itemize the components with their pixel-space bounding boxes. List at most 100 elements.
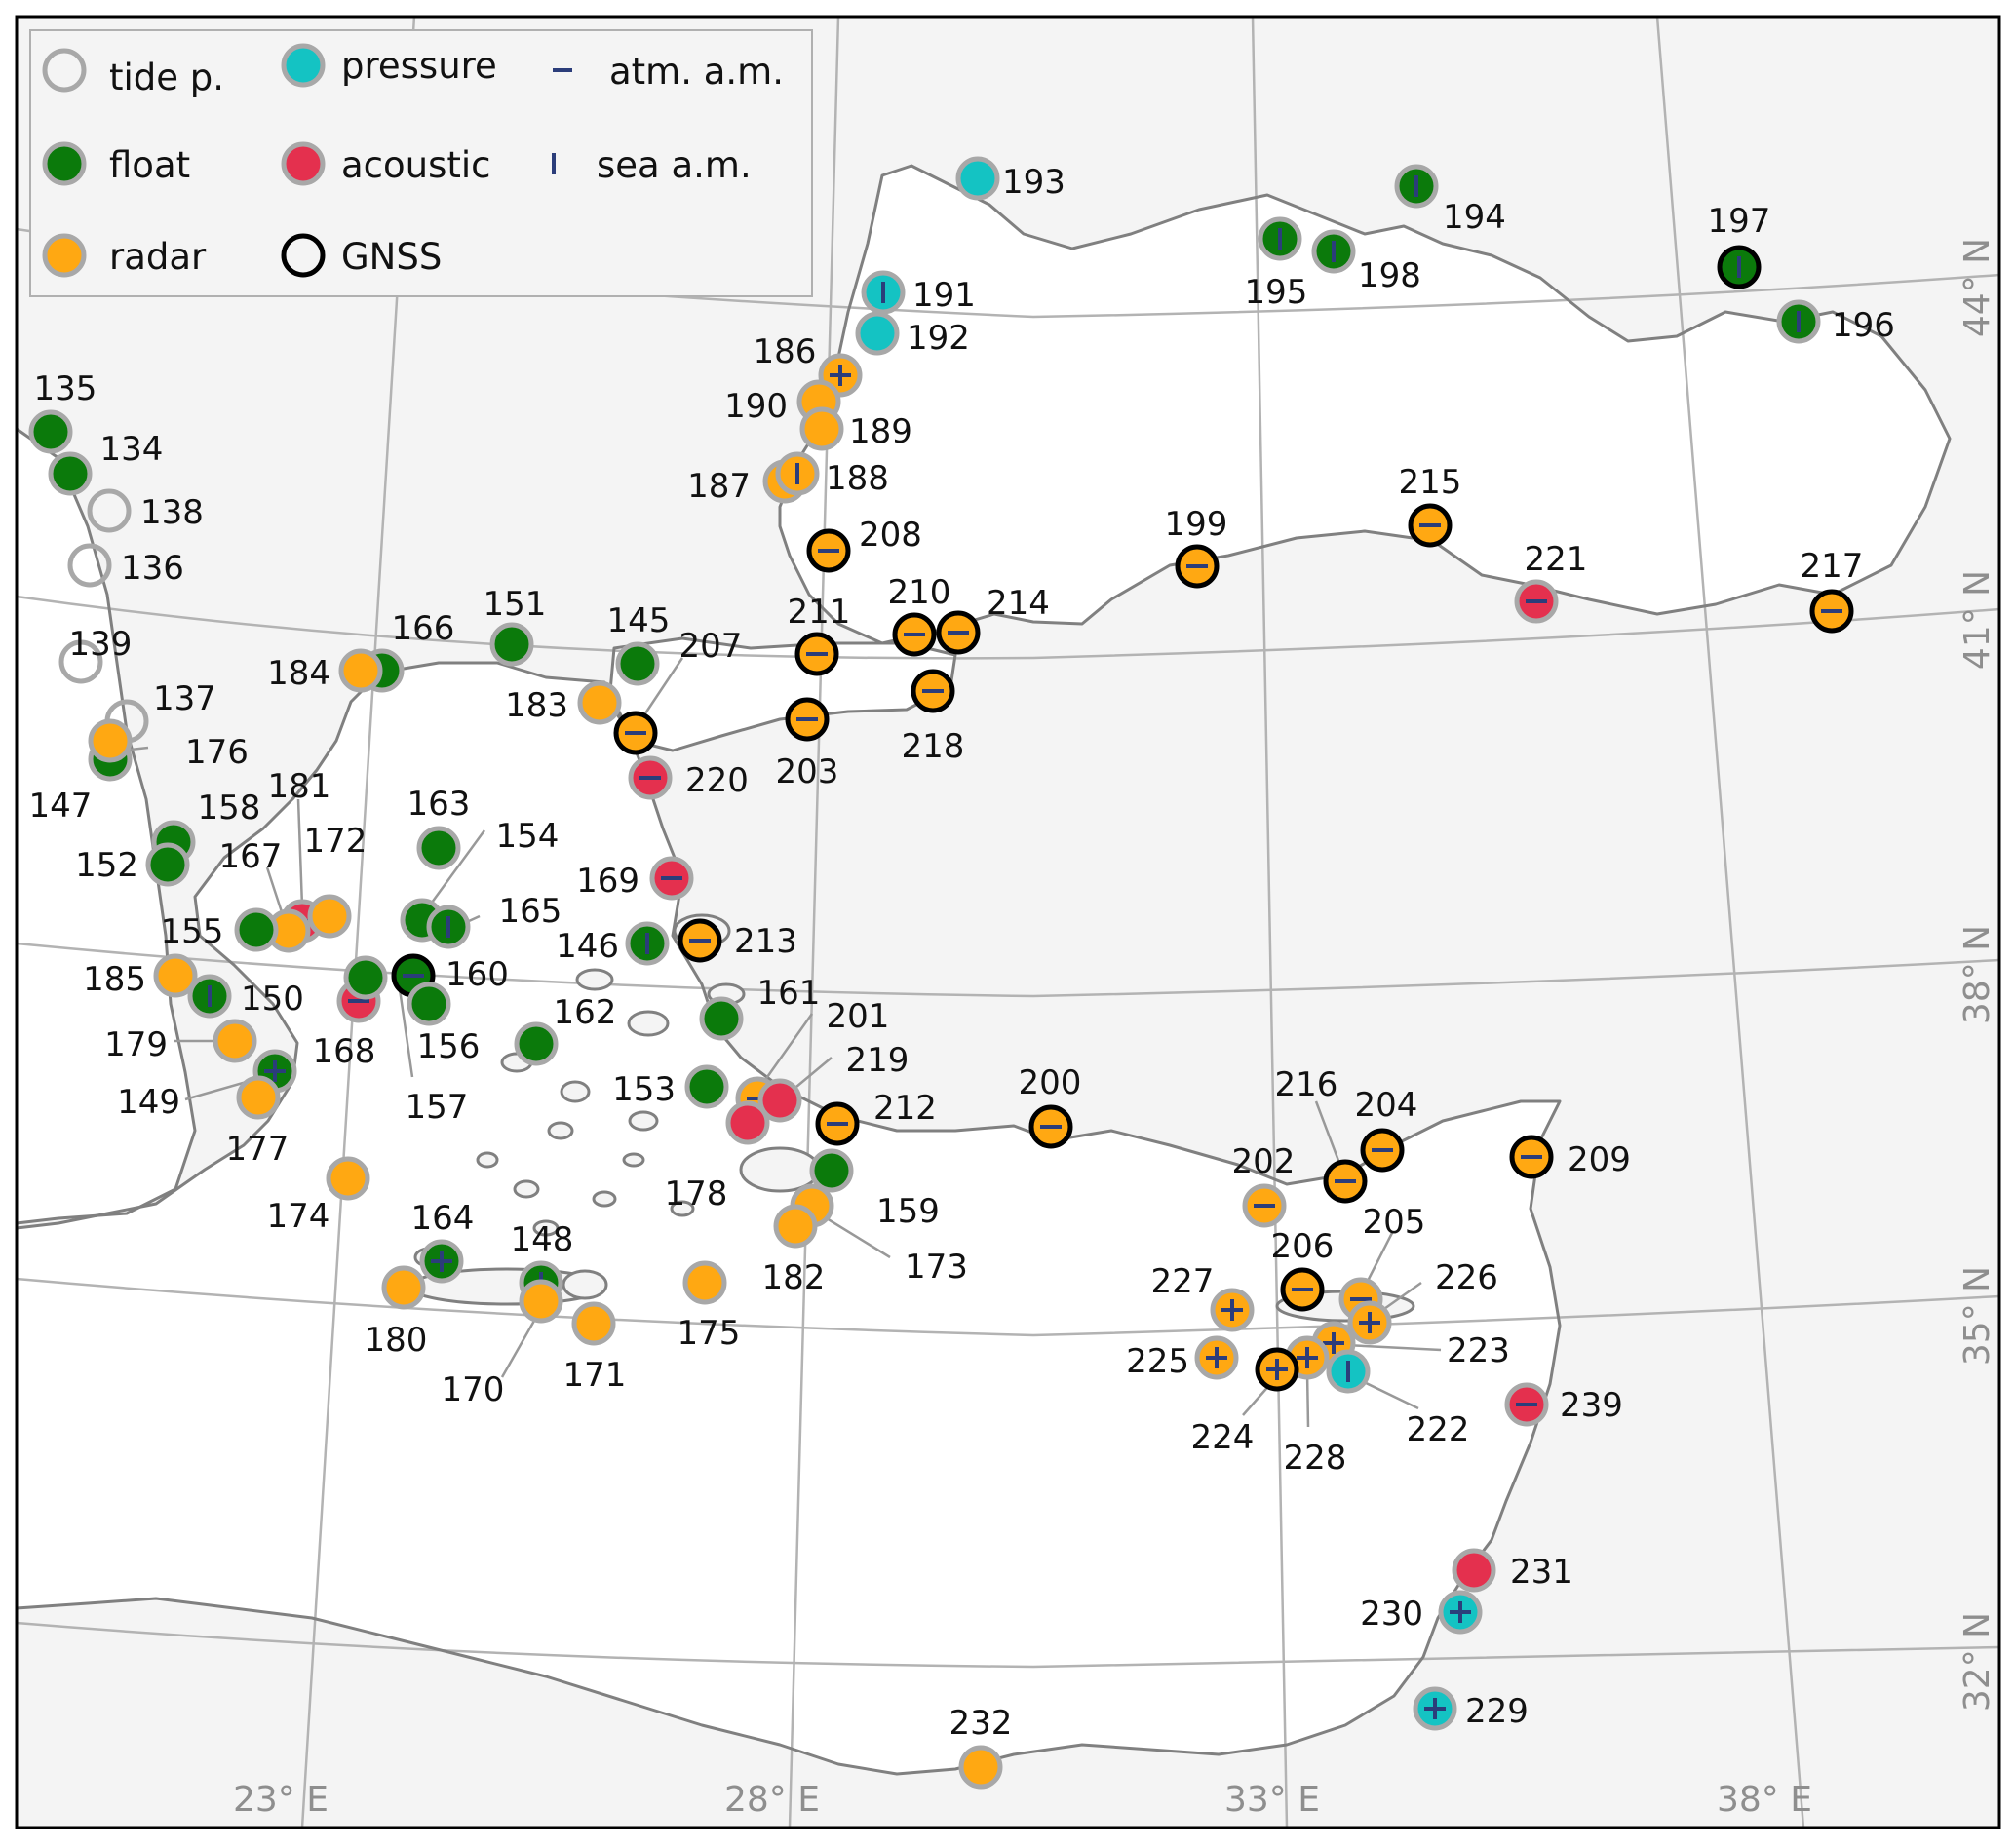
station-label-223: 223: [1447, 1331, 1510, 1370]
station-label-220: 220: [685, 761, 749, 800]
station-label-167: 167: [219, 837, 283, 876]
station-212: [815, 1101, 860, 1146]
legend-label-gnss: GNSS: [341, 236, 442, 278]
acoustic-dot: [281, 141, 326, 186]
station-151: [489, 622, 534, 667]
station-label-200: 200: [1019, 1063, 1082, 1102]
radar-dot: [773, 1204, 818, 1249]
station-195: [1258, 216, 1302, 261]
legend: tide p. float radar pressure acoustic GNSS atm…: [29, 29, 813, 297]
station-177: [236, 1075, 281, 1120]
lat-label-1: 41° N: [1957, 570, 1997, 670]
station-label-187: 187: [687, 467, 751, 506]
station-label-162: 162: [554, 993, 617, 1032]
station-222: [1326, 1349, 1371, 1394]
station-170: [519, 1279, 563, 1324]
station-label-228: 228: [1284, 1439, 1347, 1478]
station-193: [955, 156, 1000, 201]
radar-dot: [153, 953, 198, 998]
station-231: [1452, 1548, 1496, 1593]
legend-label-radar: radar: [109, 236, 207, 278]
float-dot: [145, 842, 190, 887]
grid-line-3: [16, 1277, 2000, 1337]
station-label-146: 146: [556, 927, 619, 966]
station-labels: 193 191 192 186 190 189 187 188 208 194 195 198 197 1…: [29, 163, 1895, 1743]
float-dot: [416, 826, 461, 870]
station-label-150: 150: [241, 980, 304, 1019]
acoustic-dot: [725, 1100, 770, 1145]
station-label-169: 169: [576, 862, 639, 901]
stations: [28, 156, 1854, 1790]
station-label-216: 216: [1275, 1065, 1338, 1104]
station-label-155: 155: [161, 912, 224, 951]
station-label-154: 154: [496, 817, 560, 856]
legend-acoustic-symbol: [281, 141, 326, 186]
station-label-134: 134: [100, 430, 164, 469]
station-152: [145, 842, 190, 887]
station-label-174: 174: [267, 1197, 330, 1236]
station-label-170: 170: [442, 1370, 505, 1409]
station-label-198: 198: [1358, 256, 1421, 295]
station-label-153: 153: [612, 1070, 676, 1109]
station-216: [1323, 1159, 1368, 1204]
acoustic-dot: [757, 1078, 802, 1123]
station-169: [649, 856, 694, 901]
station-230: [1438, 1590, 1483, 1635]
legend-float-symbol: [42, 141, 87, 186]
island-1: [562, 1269, 608, 1300]
radar-dot: [958, 1745, 1003, 1790]
station-label-183: 183: [505, 686, 568, 725]
sea-area-1: [609, 638, 955, 751]
station-label-203: 203: [776, 752, 839, 791]
station-153: [684, 1064, 729, 1109]
station-label-191: 191: [912, 276, 976, 315]
station-label-165: 165: [499, 892, 562, 931]
radar-dot: [326, 1156, 370, 1201]
station-215: [1408, 503, 1453, 548]
leader-170: [500, 1313, 540, 1378]
station-200: [1028, 1104, 1073, 1149]
station-164: [419, 1239, 464, 1284]
sea-area-3: [17, 429, 195, 1223]
pressure-dot: [855, 311, 900, 356]
station-label-148: 148: [511, 1220, 574, 1259]
float-dot: [615, 641, 660, 686]
station-label-181: 181: [268, 767, 331, 806]
lat-label-0: 44° N: [1957, 238, 1997, 337]
station-219: [757, 1078, 802, 1123]
radar-dot: [381, 1265, 426, 1310]
station-191: [861, 270, 906, 315]
station-171: [571, 1301, 616, 1346]
legend-tide-symbol: [42, 48, 87, 93]
float-dot: [343, 955, 388, 1000]
island-15: [532, 1219, 560, 1237]
radar-dot: [577, 680, 622, 725]
station-label-227: 227: [1151, 1262, 1215, 1301]
leader-173: [821, 1213, 891, 1259]
pressure-dot: [281, 43, 326, 88]
station-label-163: 163: [407, 785, 471, 824]
station-label-173: 173: [905, 1248, 968, 1287]
station-145: [615, 641, 660, 686]
station-label-156: 156: [417, 1027, 481, 1066]
station-178: [725, 1100, 770, 1145]
station-161: [699, 996, 744, 1041]
float-dot: [28, 409, 73, 454]
station-label-175: 175: [678, 1314, 741, 1353]
island-3: [560, 1080, 591, 1103]
station-174: [326, 1156, 370, 1201]
station-label-202: 202: [1232, 1142, 1296, 1181]
station-165: [426, 905, 471, 949]
leader-181: [296, 798, 304, 907]
station-192: [855, 311, 900, 356]
grid-labels: 23° E 28° E 33° E 38° E 44° N 41° N 38° N 35° N…: [233, 238, 1997, 1820]
station-196: [1776, 299, 1821, 344]
island-8: [628, 1110, 659, 1132]
station-label-159: 159: [876, 1192, 940, 1231]
radar-dot: [213, 1019, 257, 1063]
station-label-221: 221: [1525, 540, 1588, 579]
station-209: [1509, 1135, 1554, 1179]
station-176: [88, 718, 133, 763]
station-label-232: 232: [949, 1704, 1013, 1743]
station-label-171: 171: [563, 1356, 627, 1395]
